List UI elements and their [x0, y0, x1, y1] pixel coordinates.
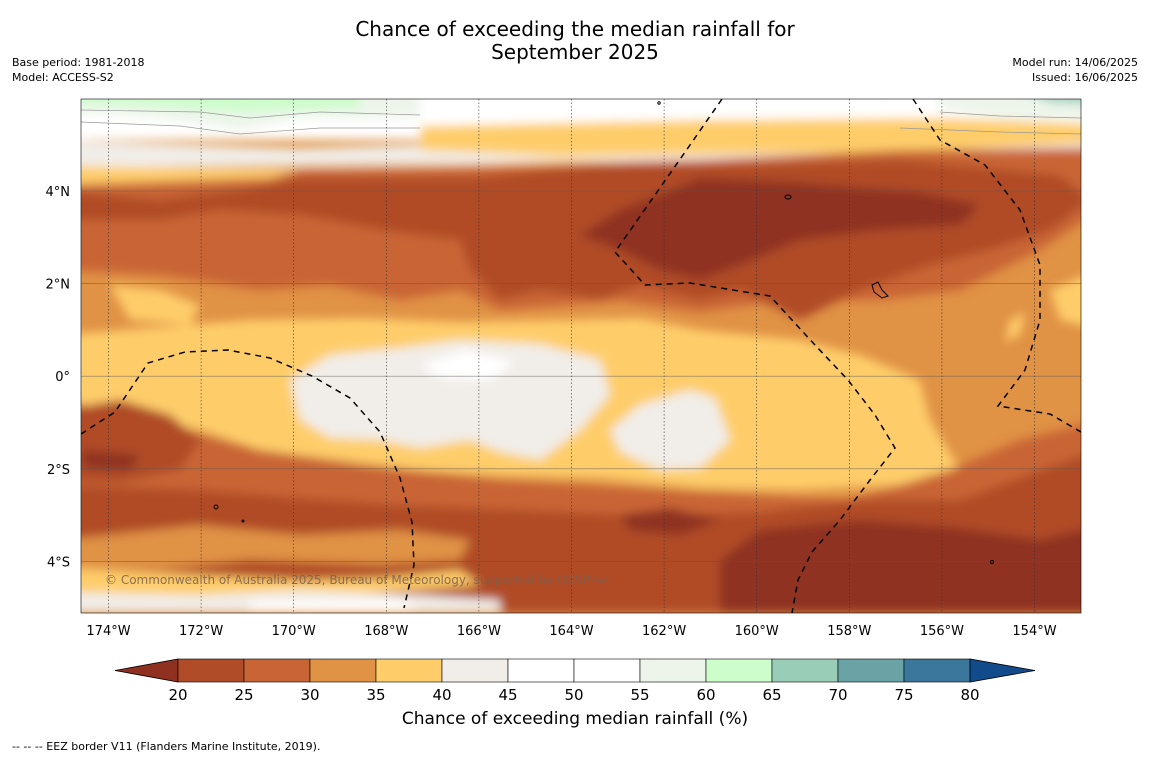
issued-date: Issued: 16/06/2025: [1031, 71, 1138, 84]
longitude-tick-label: 170°W: [272, 624, 316, 639]
colorbar-tick-label: 50: [564, 686, 583, 704]
colorbar-extend-low: [114, 658, 179, 683]
island-outline: [990, 560, 994, 564]
longitude-tick-label: 156°W: [920, 624, 964, 639]
colorbar-swatch: [375, 658, 443, 683]
colorbar-tick-label: 75: [894, 686, 913, 704]
model-run: Model run: 14/06/2025: [1012, 56, 1138, 69]
colorbar-tick-label: 60: [696, 686, 715, 704]
colorbar: 20 25 30 35 40 45 50 55 60 65 70 75 80: [114, 658, 1036, 704]
colorbar-tick-label: 80: [960, 686, 979, 704]
base-period: Base period: 1981-2018: [12, 56, 145, 69]
title-line-1: Chance of exceeding the median rainfall …: [355, 17, 795, 41]
colorbar-label: Chance of exceeding median rainfall (%): [401, 709, 749, 729]
model-name: Model: ACCESS-S2: [12, 71, 114, 84]
eez-borders: [81, 99, 1081, 613]
longitude-tick-label: 168°W: [364, 624, 408, 639]
run-info: Model run: 14/06/2025 Issued: 16/06/2025: [1012, 55, 1138, 85]
latitude-ticks: 4°N 2°N 0° 2°S 4°S: [46, 185, 71, 570]
contour-lines: [81, 109, 1081, 135]
colorbar-swatch: [573, 658, 641, 683]
colorbar-swatch: [441, 658, 509, 683]
colorbar-swatch: [771, 658, 839, 683]
copyright-notice: © Commonwealth of Australia 2025, Bureau…: [105, 573, 610, 587]
longitude-ticks: 174°W 172°W 170°W 168°W 166°W 164°W 162°W 160°W…: [86, 624, 1056, 639]
colorbar-tick-label: 70: [828, 686, 847, 704]
eez-legend-note: -- -- -- EEZ border V11 (Flanders Marine…: [12, 740, 321, 753]
eez-border-tokelau-west: [81, 349, 415, 609]
colorbar-swatch: [309, 658, 377, 683]
colorbar-swatch: [837, 658, 905, 683]
colorbar-swatch: [507, 658, 575, 683]
colorbar-tick-label: 65: [762, 686, 781, 704]
graticule: [81, 99, 1081, 613]
island-outline: [784, 194, 792, 200]
longitude-tick-label: 162°W: [642, 624, 686, 639]
colorbar-tick-label: 40: [432, 686, 451, 704]
longitude-tick-label: 174°W: [86, 624, 130, 639]
colorbar-tick-label: 25: [234, 686, 253, 704]
latitude-tick-label: 4°S: [47, 555, 70, 570]
colorbar-tick-label: 20: [168, 686, 187, 704]
longitude-tick-label: 166°W: [457, 624, 501, 639]
colorbar-swatch: [903, 658, 971, 683]
island-outline: [241, 519, 245, 523]
island-outline: [213, 504, 219, 510]
longitude-tick-label: 158°W: [827, 624, 871, 639]
latitude-tick-label: 2°S: [47, 463, 70, 478]
map-title: Chance of exceeding the median rainfall …: [0, 18, 1150, 64]
colorbar-tick-label: 55: [630, 686, 649, 704]
latitude-tick-label: 0°: [55, 370, 70, 385]
colorbar-swatch: [705, 658, 773, 683]
longitude-tick-label: 154°W: [1012, 624, 1056, 639]
colorbar-swatch: [177, 658, 245, 683]
rainfall-probability-map: [81, 99, 1081, 613]
island-outline: [657, 101, 661, 105]
eez-border-east: [912, 99, 1081, 433]
colorbar-tick-label: 45: [498, 686, 517, 704]
colorbar-tick-label: 30: [300, 686, 319, 704]
latitude-tick-label: 2°N: [46, 278, 71, 293]
islands: [213, 101, 994, 564]
colorbar-swatch: [243, 658, 311, 683]
colorbar-tick-label: 35: [366, 686, 385, 704]
colorbar-swatch: [639, 658, 707, 683]
longitude-tick-label: 172°W: [179, 624, 223, 639]
title-line-2: September 2025: [491, 40, 659, 64]
model-info: Base period: 1981-2018 Model: ACCESS-S2: [12, 55, 144, 85]
colorbar-extend-high: [969, 658, 1036, 683]
island-outline: [871, 281, 889, 299]
longitude-tick-label: 160°W: [735, 624, 779, 639]
map-frame: [80, 98, 1082, 614]
longitude-tick-label: 164°W: [549, 624, 593, 639]
latitude-tick-label: 4°N: [46, 185, 71, 200]
